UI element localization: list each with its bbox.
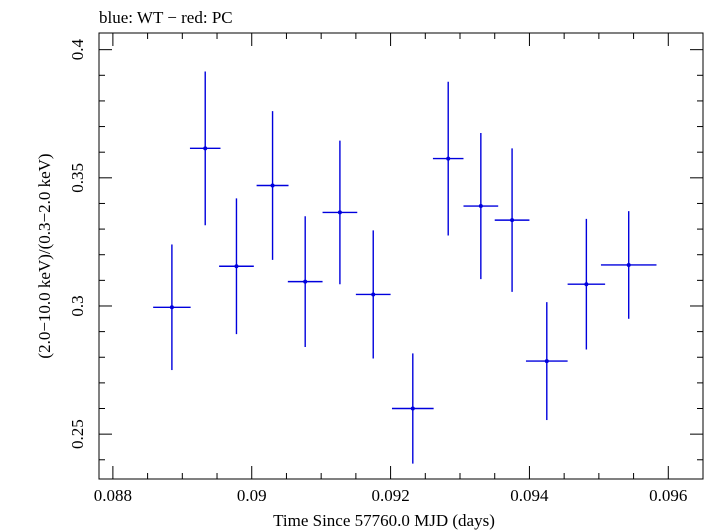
tick-labels: 0.088 0.09 0.092 0.094 0.096 0.25 0.3 0.35 0.4 — [68, 39, 687, 505]
data-point — [322, 140, 358, 285]
x-tick-label: 0.088 — [94, 486, 132, 505]
x-tick-label: 0.09 — [237, 486, 267, 505]
point-marker — [303, 279, 308, 284]
point-marker — [584, 282, 589, 287]
y-tick-label: 0.25 — [68, 419, 87, 449]
point-marker — [410, 406, 415, 411]
x-tick-label: 0.094 — [510, 486, 549, 505]
data-point — [494, 148, 530, 292]
data-points — [153, 71, 657, 464]
data-point — [287, 216, 323, 347]
point-marker — [169, 305, 174, 310]
point-marker — [626, 262, 631, 267]
x-tick-label: 0.092 — [371, 486, 409, 505]
point-marker — [544, 359, 549, 364]
data-point — [189, 71, 221, 226]
data-point — [463, 132, 499, 280]
point-marker — [446, 156, 451, 161]
point-marker — [337, 210, 342, 215]
y-tick-label: 0.35 — [68, 163, 87, 193]
point-marker — [478, 204, 483, 209]
y-axis-label: (2.0−10.0 keV)/(0.3−2.0 keV) — [35, 153, 54, 358]
x-tick-label: 0.096 — [649, 486, 687, 505]
data-point — [219, 198, 254, 335]
axis-ticks — [99, 33, 704, 479]
point-marker — [270, 183, 275, 188]
data-point — [256, 111, 289, 260]
data-point — [153, 244, 191, 371]
data-point — [600, 211, 657, 319]
data-point — [567, 218, 606, 350]
point-marker — [234, 264, 239, 269]
point-marker — [371, 292, 376, 297]
data-point — [432, 81, 464, 236]
y-tick-label: 0.4 — [68, 39, 87, 61]
x-axis-label: Time Since 57760.0 MJD (days) — [273, 511, 495, 530]
chart-title: blue: WT − red: PC — [99, 8, 233, 27]
plot-frame — [98, 32, 704, 480]
data-point — [391, 353, 434, 464]
point-marker — [203, 146, 208, 151]
data-point — [355, 230, 391, 359]
point-marker — [510, 218, 515, 223]
data-point — [525, 302, 568, 421]
y-tick-label: 0.3 — [68, 295, 87, 316]
